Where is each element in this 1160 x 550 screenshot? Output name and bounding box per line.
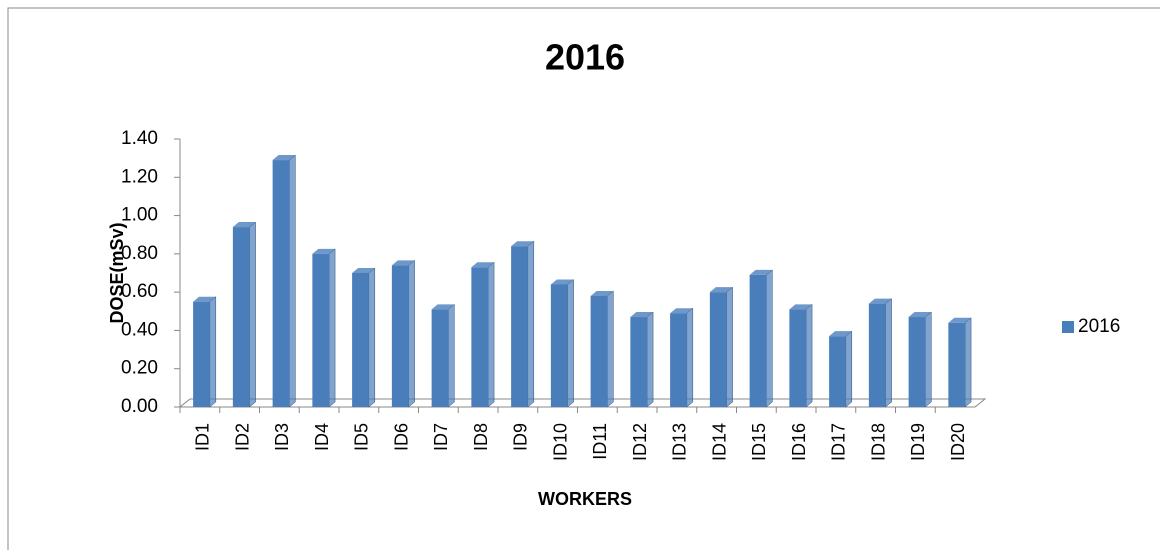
x-tick-label: ID7 bbox=[431, 423, 451, 451]
bar bbox=[471, 267, 488, 407]
y-tick-label: 0.40 bbox=[121, 319, 158, 340]
bar bbox=[392, 265, 409, 407]
bar-side bbox=[250, 222, 256, 407]
bar-group bbox=[789, 304, 812, 407]
bar bbox=[551, 284, 568, 407]
x-tick-label: ID14 bbox=[709, 423, 729, 461]
bar-group bbox=[392, 260, 415, 407]
bar-side bbox=[528, 241, 534, 407]
bar-side bbox=[289, 155, 295, 407]
x-tick-label: ID2 bbox=[232, 423, 252, 451]
chart: 2016 WORKERS DOSE(mSv) 0.00 0.20 0.40 0.60 0… bbox=[0, 0, 1160, 550]
bar-group bbox=[591, 291, 614, 407]
bar-group bbox=[670, 308, 693, 407]
bar bbox=[630, 317, 647, 407]
bar bbox=[750, 275, 767, 407]
x-tick-label: ID6 bbox=[391, 423, 411, 451]
x-tick-label: ID4 bbox=[312, 423, 332, 451]
x-tick-label: ID3 bbox=[272, 423, 292, 451]
bar bbox=[710, 292, 727, 407]
bar-side bbox=[210, 297, 216, 407]
bar-group bbox=[511, 241, 534, 407]
bar-group bbox=[948, 318, 971, 407]
bar bbox=[591, 296, 608, 407]
x-tick-label: ID11 bbox=[590, 423, 610, 460]
x-tick-label: ID10 bbox=[550, 423, 570, 461]
bar bbox=[193, 302, 210, 407]
x-tick-label: ID15 bbox=[749, 423, 769, 461]
bar bbox=[233, 227, 250, 407]
bar-group bbox=[312, 249, 335, 407]
bar-group bbox=[233, 222, 256, 407]
bar-group bbox=[630, 312, 653, 407]
chart-title: 2016 bbox=[545, 37, 625, 78]
x-tick-label: ID1 bbox=[193, 423, 213, 451]
y-tick-label: 0.80 bbox=[121, 243, 158, 264]
x-tick-label: ID5 bbox=[352, 423, 372, 451]
bar bbox=[789, 309, 806, 407]
bar-group bbox=[352, 268, 375, 407]
x-tick-label: ID17 bbox=[829, 423, 849, 461]
y-tick-label: 1.40 bbox=[121, 128, 158, 149]
bar bbox=[511, 246, 528, 407]
bar-group bbox=[193, 297, 216, 407]
bar-side bbox=[965, 318, 971, 407]
bar-side bbox=[568, 279, 574, 407]
x-tick-label: ID20 bbox=[948, 423, 968, 461]
y-tick-label: 0.00 bbox=[121, 396, 158, 417]
x-tick-label: ID16 bbox=[789, 423, 809, 461]
bar bbox=[829, 336, 846, 407]
bar-side bbox=[647, 312, 653, 407]
x-tick-label: ID8 bbox=[471, 423, 491, 451]
bar bbox=[670, 313, 687, 407]
x-tick-label: ID13 bbox=[670, 423, 690, 461]
bar-side bbox=[409, 260, 415, 407]
bar-side bbox=[687, 308, 693, 407]
y-tick-label: 1.00 bbox=[121, 205, 158, 226]
bar-side bbox=[766, 270, 772, 407]
bar-group bbox=[471, 262, 494, 407]
chart-border bbox=[8, 8, 1160, 550]
bar-side bbox=[925, 312, 931, 407]
legend-swatch bbox=[1062, 321, 1074, 333]
floor bbox=[180, 399, 985, 407]
x-tick-label: ID19 bbox=[908, 423, 928, 461]
bar-group bbox=[750, 270, 773, 407]
x-tick-label: ID12 bbox=[630, 423, 650, 461]
bar bbox=[869, 304, 886, 407]
bar-group bbox=[432, 304, 455, 407]
x-tick-label: ID18 bbox=[868, 423, 888, 461]
bar-side bbox=[607, 291, 613, 407]
bar-group bbox=[273, 155, 296, 407]
y-tick-label: 0.20 bbox=[121, 358, 158, 379]
y-tick-label: 1.20 bbox=[121, 166, 158, 187]
x-axis-label: WORKERS bbox=[538, 489, 632, 509]
bar-side bbox=[488, 262, 494, 407]
bar-side bbox=[369, 268, 375, 407]
bar-group bbox=[829, 331, 852, 407]
bar-group bbox=[869, 299, 892, 407]
bar-side bbox=[886, 299, 892, 407]
bar-side bbox=[846, 331, 852, 407]
y-tick-label: 0.60 bbox=[121, 281, 158, 302]
bar-group bbox=[710, 287, 733, 407]
bar-side bbox=[727, 287, 733, 407]
bar-side bbox=[329, 249, 335, 407]
bar bbox=[352, 273, 369, 407]
bar bbox=[948, 323, 965, 407]
x-tick-label: ID9 bbox=[511, 423, 531, 451]
bar-group bbox=[909, 312, 932, 407]
bar bbox=[909, 317, 926, 407]
bar bbox=[312, 254, 329, 407]
bar bbox=[273, 160, 290, 407]
legend-label: 2016 bbox=[1078, 316, 1120, 337]
bar bbox=[432, 309, 449, 407]
bar-side bbox=[806, 304, 812, 407]
y-axis-label: DOSE(mSv) bbox=[107, 222, 127, 323]
bar-group bbox=[551, 279, 574, 407]
bar-side bbox=[448, 304, 454, 407]
